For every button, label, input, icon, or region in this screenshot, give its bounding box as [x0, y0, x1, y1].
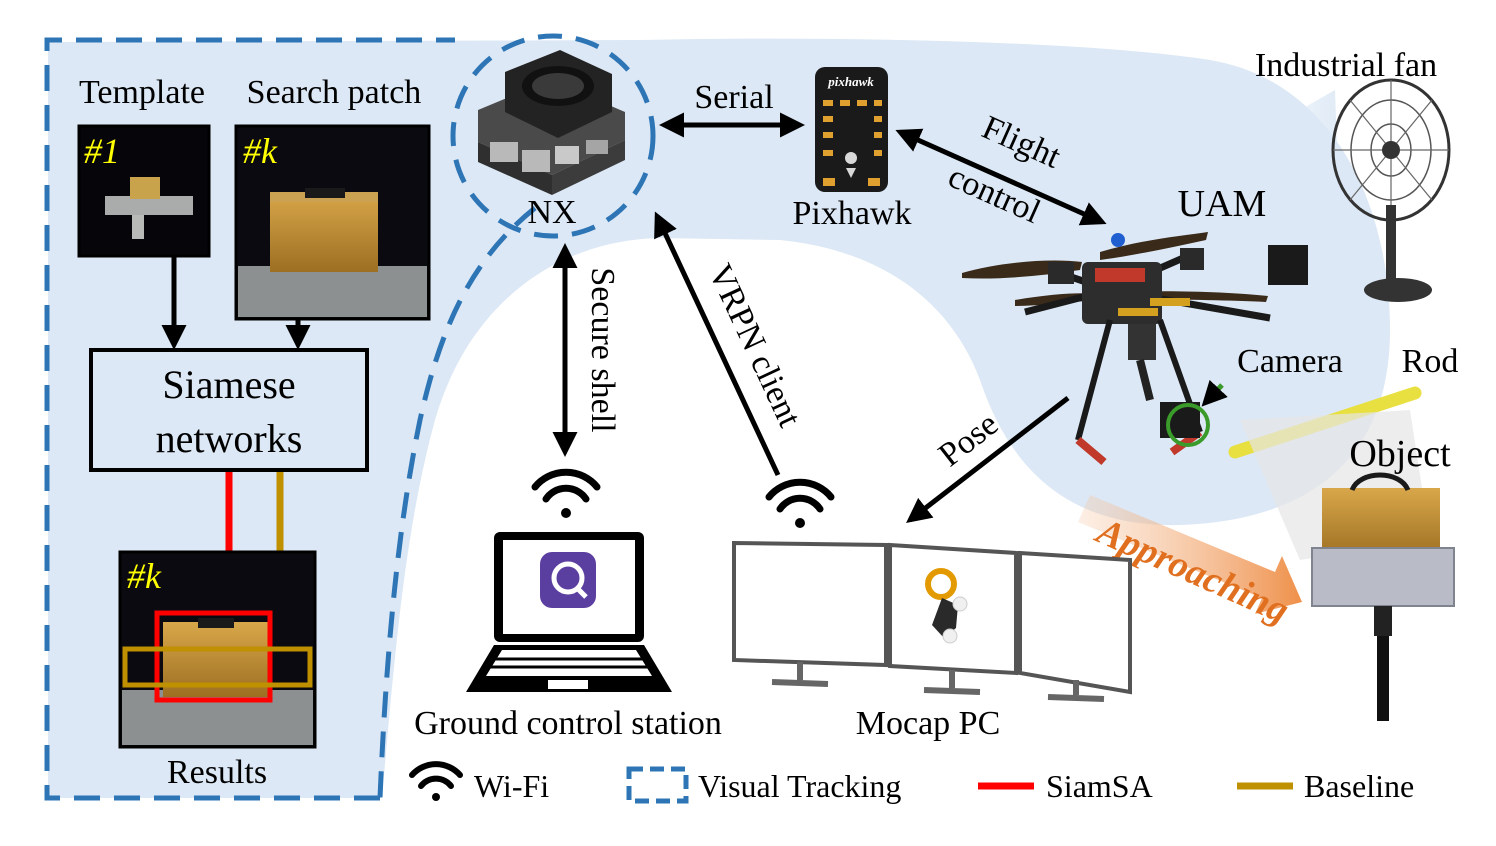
template-image: #1: [77, 124, 211, 258]
legend-wifi-icon: [409, 761, 463, 801]
template-label: Template: [79, 74, 205, 111]
legend-visual-tracking-swatch: [626, 766, 689, 804]
results-image: #k: [118, 550, 317, 749]
nx-label: NX: [527, 194, 576, 231]
industrial-fan-label: Industrial fan: [1255, 47, 1437, 84]
ground-control-station-label: Ground control station: [414, 705, 722, 742]
pose-arrow: [906, 396, 1070, 524]
secure-shell-label: Secure shell: [584, 267, 621, 432]
legend: Wi-Fi Visual Tracking SiamSA Baseline: [409, 761, 1414, 804]
mocap-pc-label: Mocap PC: [856, 705, 1001, 742]
legend-visual-tracking-label: Visual Tracking: [698, 768, 901, 804]
template-frame-id: #1: [84, 131, 120, 171]
camera-label: Camera: [1237, 343, 1343, 380]
industrial-fan-icon: [1331, 78, 1451, 302]
ground-control-station-laptop-icon: [466, 532, 672, 692]
pixhawk-icon: pixhawk: [815, 67, 888, 192]
pixhawk-label: Pixhawk: [793, 195, 912, 232]
vrpn-client-arrow: [654, 211, 781, 477]
legend-baseline-label: Baseline: [1304, 768, 1414, 804]
uam-drone-icon: [962, 232, 1308, 466]
serial-label: Serial: [694, 79, 773, 116]
baseline-bbox: [122, 646, 313, 688]
flight-control-arrow: [895, 128, 1107, 226]
siamsa-bbox: [154, 610, 273, 703]
search-patch-image: #k: [234, 124, 431, 321]
siamese-networks-box: Siamese networks: [89, 348, 369, 472]
fan-airflow-beam: [1230, 90, 1340, 300]
object-icon: [1311, 472, 1455, 721]
visual-tracking-boundary: [44, 37, 537, 801]
camera-pointer-arrow: [1201, 379, 1228, 407]
result-frame-id: #k: [127, 556, 162, 596]
search-frame-id: #k: [243, 131, 278, 171]
gcs-wifi-icon: [531, 468, 601, 518]
approaching-arrow: [1078, 495, 1302, 614]
pose-label: Pose: [932, 405, 1005, 474]
nx-dashed-circle: [450, 33, 656, 239]
uam-label: UAM: [1178, 183, 1267, 225]
rod-label: Rod: [1402, 343, 1459, 380]
nx-board-icon: [478, 50, 625, 195]
mocap-wifi-icon: [765, 478, 835, 528]
legend-siamsa-label: SiamSA: [1046, 768, 1153, 804]
pixhawk-logo: pixhawk: [827, 74, 874, 89]
siamese-networks-line1: Siamese: [162, 362, 295, 407]
search-patch-label: Search patch: [247, 74, 422, 111]
results-label: Results: [167, 754, 267, 791]
object-label: Object: [1349, 433, 1451, 475]
mocap-pc-monitors-icon: [732, 540, 1132, 702]
legend-wifi-label: Wi-Fi: [474, 768, 549, 804]
siamese-networks-line2: networks: [156, 416, 303, 461]
